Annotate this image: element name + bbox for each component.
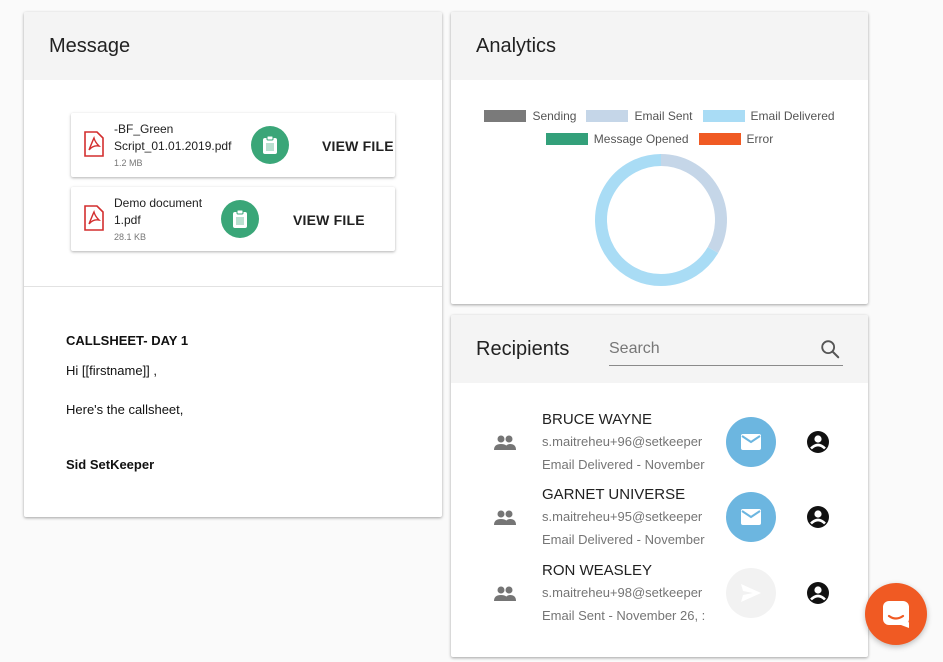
legend-label: Email Delivered <box>750 108 835 123</box>
file-name: Demo document <box>114 196 203 210</box>
search-field <box>609 334 843 366</box>
analytics-title: Analytics <box>451 12 868 80</box>
message-signature: Sid SetKeeper <box>66 457 155 472</box>
mail-icon <box>741 434 761 450</box>
pdf-icon <box>84 205 104 231</box>
recipient-name: RON WEASLEY <box>542 562 653 579</box>
resend-email-button[interactable] <box>726 492 776 542</box>
recipient-status: Email Delivered - November <box>542 457 705 472</box>
send-icon <box>741 584 761 602</box>
account-circle-icon[interactable] <box>806 505 830 529</box>
search-input[interactable] <box>609 334 809 364</box>
file-attachment: -BF_Green Script_01.01.2019.pdf 1.2 MB V… <box>71 113 395 177</box>
analytics-card: Analytics Sending Email Sent Email Deliv… <box>451 12 868 304</box>
message-line: Here's the callsheet, <box>66 402 184 417</box>
recipient-status: Email Delivered - November <box>542 532 705 547</box>
view-file-button[interactable]: VIEW FILE <box>322 138 394 154</box>
recipient-name: BRUCE WAYNE <box>542 411 653 428</box>
chat-launcher-button[interactable] <box>865 583 927 645</box>
recipient-row: BRUCE WAYNE s.maitreheu+96@setkeeper Ema… <box>451 411 868 483</box>
legend-item-error[interactable]: Error <box>698 131 774 146</box>
recipient-name: GARNET UNIVERSE <box>542 486 686 503</box>
recipient-email: s.maitreheu+96@setkeeper <box>542 434 703 449</box>
view-file-button[interactable]: VIEW FILE <box>293 212 365 228</box>
recipients-card: Recipients BRUCE WAYNE s.maitreheu+96@se… <box>451 315 868 657</box>
legend-swatch <box>484 109 527 122</box>
message-title: Message <box>24 12 442 80</box>
chart-legend: Sending Email Sent Email Delivered Messa… <box>451 104 868 150</box>
legend-item-sending[interactable]: Sending <box>484 109 576 123</box>
people-icon <box>494 586 516 601</box>
account-circle-icon[interactable] <box>806 581 830 605</box>
donut-slice-email-delivered[interactable] <box>595 154 719 286</box>
divider <box>24 286 442 287</box>
recipient-email: s.maitreheu+98@setkeeper <box>542 585 703 600</box>
legend-label: Error <box>746 131 774 146</box>
resend-email-button[interactable] <box>726 417 776 467</box>
file-name: -BF_Green <box>114 122 174 136</box>
legend-label: Message Opened <box>593 131 689 146</box>
donut-chart <box>595 154 727 286</box>
recipient-row: GARNET UNIVERSE s.maitreheu+95@setkeeper… <box>451 486 868 558</box>
clipboard-button[interactable] <box>251 126 289 164</box>
file-name: Script_01.01.2019.pdf <box>114 139 232 153</box>
message-heading: CALLSHEET- DAY 1 <box>66 333 189 348</box>
message-greeting: Hi [[firstname]] , <box>66 363 158 378</box>
search-icon[interactable] <box>819 338 841 360</box>
account-circle-icon[interactable] <box>806 430 830 454</box>
legend-item-email-delivered[interactable]: Email Delivered <box>702 108 835 123</box>
send-email-button[interactable] <box>726 568 776 618</box>
people-icon <box>494 510 516 525</box>
clipboard-icon <box>233 209 247 228</box>
legend-swatch <box>702 109 745 122</box>
recipient-email: s.maitreheu+95@setkeeper <box>542 509 703 524</box>
recipient-status: Email Sent - November 26, : <box>542 608 706 623</box>
file-attachment: Demo document 1.pdf 28.1 KB VIEW FILE <box>71 187 395 251</box>
recipient-row: RON WEASLEY s.maitreheu+98@setkeeper Ema… <box>451 562 868 634</box>
legend-swatch <box>545 132 588 145</box>
legend-item-email-sent[interactable]: Email Sent <box>586 108 693 123</box>
legend-swatch <box>586 109 629 122</box>
legend-label: Sending <box>532 108 577 123</box>
clipboard-button[interactable] <box>221 200 259 238</box>
message-card: Message -BF_Green Script_01.01.2019.pdf … <box>24 12 442 517</box>
legend-swatch <box>698 132 741 145</box>
donut-slice-email-sent[interactable] <box>660 154 727 253</box>
legend-item-message-opened[interactable]: Message Opened <box>545 131 689 146</box>
chat-icon <box>883 601 909 628</box>
file-name: 1.pdf <box>114 213 141 227</box>
legend-label: Email Sent <box>634 108 693 123</box>
pdf-icon <box>84 131 104 157</box>
people-icon <box>494 435 516 450</box>
clipboard-icon <box>263 135 277 154</box>
file-size: 28.1 KB <box>114 232 147 242</box>
file-size: 1.2 MB <box>114 158 143 168</box>
mail-icon <box>741 509 761 525</box>
